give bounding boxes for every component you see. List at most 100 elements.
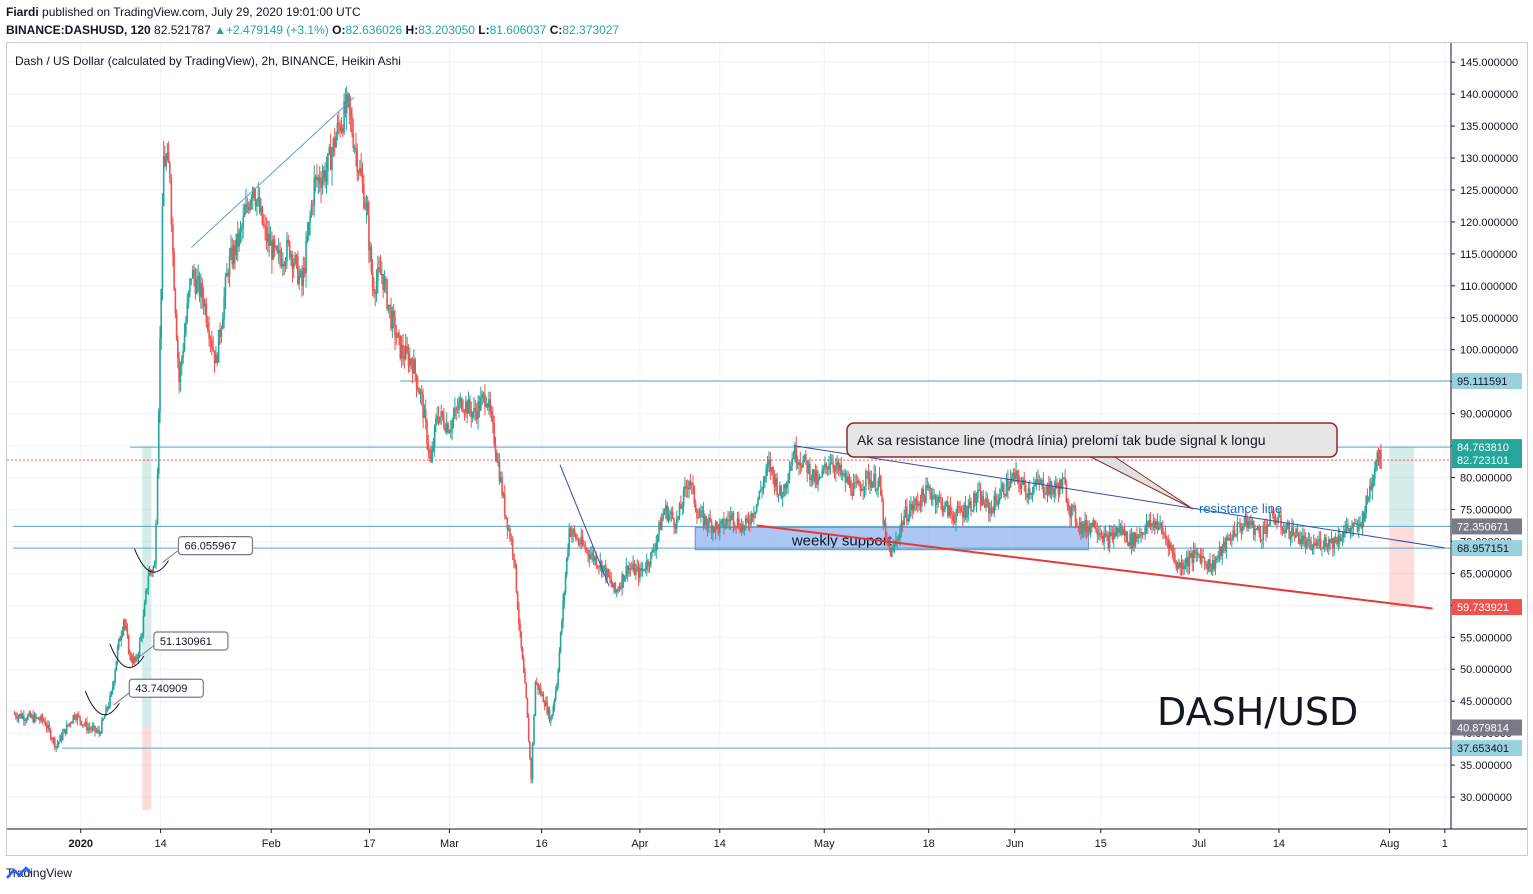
- candle-body: [749, 523, 751, 525]
- candle-body: [155, 524, 157, 565]
- candle-body: [899, 529, 901, 539]
- candle-body: [1000, 488, 1002, 498]
- candle-body: [740, 524, 743, 532]
- candle-body: [1086, 526, 1089, 532]
- candle-body: [874, 473, 877, 491]
- candle-body: [1360, 523, 1363, 528]
- candle-body: [1191, 553, 1194, 563]
- candle-body: [347, 94, 349, 96]
- candle-body: [533, 715, 535, 745]
- candle-body: [1026, 493, 1028, 499]
- candle-body: [39, 719, 41, 721]
- position-tool-left-loss-zone: [142, 727, 152, 810]
- candle-body: [72, 715, 75, 722]
- candle-body: [454, 408, 456, 417]
- candle-body: [744, 517, 747, 526]
- candle-body: [208, 329, 210, 339]
- candle-body: [881, 494, 883, 502]
- candle-body: [674, 526, 677, 529]
- candle-body: [1310, 540, 1312, 550]
- candle-body: [445, 423, 448, 432]
- candle-body: [368, 214, 370, 251]
- candle-body: [167, 152, 170, 164]
- high-label: H:: [405, 23, 419, 37]
- candle-body: [666, 505, 669, 521]
- candle-body: [750, 513, 752, 524]
- candle-body: [423, 409, 426, 418]
- candle-body: [663, 510, 666, 515]
- candle-body: [339, 124, 341, 132]
- candle-body: [260, 206, 262, 212]
- candle-body: [149, 570, 152, 572]
- weekly-support-label: weekly support: [791, 533, 893, 550]
- price-marker-label: 40.879814: [1457, 723, 1509, 735]
- candle-body: [111, 686, 114, 692]
- candle-body: [1095, 527, 1097, 531]
- candle-body: [414, 359, 416, 375]
- candle-body: [205, 303, 208, 323]
- candle-body: [41, 715, 44, 721]
- candle-body: [148, 570, 151, 576]
- candle-body: [910, 503, 912, 511]
- candle-body: [459, 398, 462, 403]
- candle-body: [791, 458, 793, 466]
- candle-body: [614, 582, 617, 593]
- candle-body: [1220, 547, 1222, 557]
- candle-body: [1063, 477, 1065, 480]
- candle-body: [310, 204, 313, 216]
- candle-body: [784, 484, 787, 489]
- candle-body: [1054, 482, 1057, 489]
- candle-body: [799, 462, 802, 466]
- callout-value: 66.055967: [184, 541, 236, 553]
- candle-body: [751, 513, 754, 518]
- candle-body: [64, 729, 67, 734]
- candle-body: [768, 459, 770, 465]
- candle-body: [230, 247, 232, 257]
- candle-body: [1250, 523, 1252, 526]
- chart-title: Dash / US Dollar (calculated by TradingV…: [15, 54, 401, 68]
- candle-body: [742, 524, 744, 530]
- candle-body: [967, 505, 970, 515]
- candle-body: [1185, 556, 1188, 566]
- candle-body: [1287, 522, 1289, 529]
- candle-body: [1138, 535, 1141, 537]
- note-text: Ak sa resistance line (modrá línia) prel…: [857, 432, 1266, 448]
- time-tick-label: 14: [154, 838, 166, 850]
- candle-body: [1071, 506, 1074, 508]
- candle-body: [1030, 492, 1032, 496]
- candle-body: [1048, 484, 1050, 495]
- candle-body: [651, 550, 653, 553]
- candle-body: [374, 292, 377, 295]
- symbol: BINANCE:DASHUSD, 120: [6, 23, 151, 37]
- candle-body: [1078, 521, 1081, 528]
- candle-body: [710, 521, 713, 533]
- candle-body: [250, 198, 253, 203]
- pattern-curve: [84, 691, 120, 716]
- time-tick-label: 2020: [68, 838, 92, 850]
- candle-body: [825, 463, 828, 467]
- candle-body: [411, 364, 414, 374]
- close-value: 82.373027: [562, 23, 620, 37]
- author-name[interactable]: Fiardi: [6, 5, 39, 19]
- candle-body: [640, 568, 643, 571]
- candle-body: [1174, 555, 1176, 563]
- candle-body: [63, 729, 65, 734]
- candle-body: [1367, 498, 1370, 500]
- footer-brand[interactable]: TradingView: [6, 866, 73, 880]
- price-marker-label: 82.723101: [1457, 455, 1509, 467]
- candle-body: [1160, 523, 1163, 528]
- candle-body: [1008, 486, 1011, 491]
- candle-body: [68, 723, 71, 726]
- candle-body: [1129, 533, 1131, 546]
- chart-area[interactable]: Dash / US Dollar (calculated by TradingV…: [6, 42, 1528, 856]
- candle-body: [1311, 547, 1314, 550]
- candle-body: [182, 350, 184, 359]
- candle-body: [129, 653, 131, 655]
- price-chart[interactable]: Dash / US Dollar (calculated by TradingV…: [7, 43, 1527, 855]
- candle-body: [1148, 520, 1151, 527]
- candle-body: [227, 273, 230, 277]
- candle-body: [781, 496, 784, 498]
- callout-leader: [137, 643, 157, 659]
- candle-body: [1092, 520, 1095, 528]
- candle-body: [145, 591, 147, 604]
